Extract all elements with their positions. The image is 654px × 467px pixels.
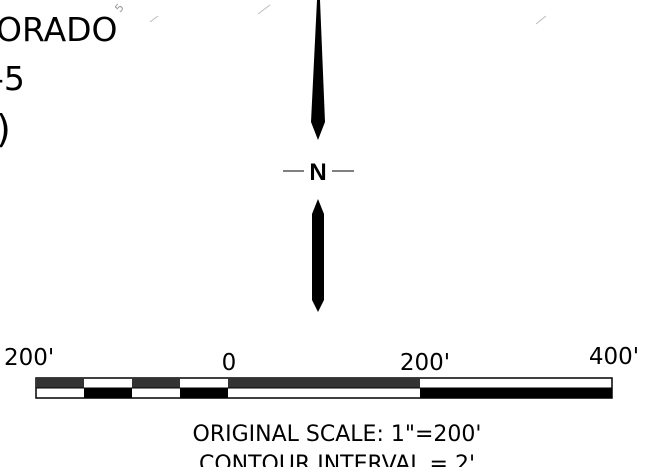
north-letter: N	[309, 159, 326, 186]
scale-segment	[84, 388, 132, 398]
contour-line	[149, 15, 159, 23]
original-scale-note: ORIGINAL SCALE: 1"=200'	[193, 422, 482, 447]
contour-interval-note: CONTOUR INTERVAL = 2'	[199, 452, 475, 467]
scale-segment	[132, 378, 180, 388]
scale-label-zero: 0	[222, 350, 237, 376]
contour-lines	[149, 4, 547, 25]
contour-line	[535, 15, 547, 25]
scale-label-400: 400'	[589, 344, 639, 370]
scale-segment	[228, 378, 420, 388]
scale-bar-labels: 200' 0 200' 400'	[4, 344, 639, 376]
title-line-1: ORADO	[0, 10, 118, 49]
north-arrow: N	[283, 0, 354, 312]
north-arrow-tail-icon	[312, 199, 324, 312]
north-arrow-head-icon	[311, 0, 325, 140]
scale-label-200-left: 200'	[4, 345, 54, 371]
contour-line	[257, 4, 271, 15]
scale-segment	[420, 388, 612, 398]
scale-label-200-right: 200'	[400, 350, 450, 376]
title-block: ORADO -5 )	[0, 10, 118, 151]
scale-segment	[36, 378, 84, 388]
scale-segment	[180, 388, 228, 398]
title-line-3: )	[0, 107, 11, 151]
scale-bar	[35, 377, 613, 399]
title-line-2: -5	[0, 59, 25, 98]
